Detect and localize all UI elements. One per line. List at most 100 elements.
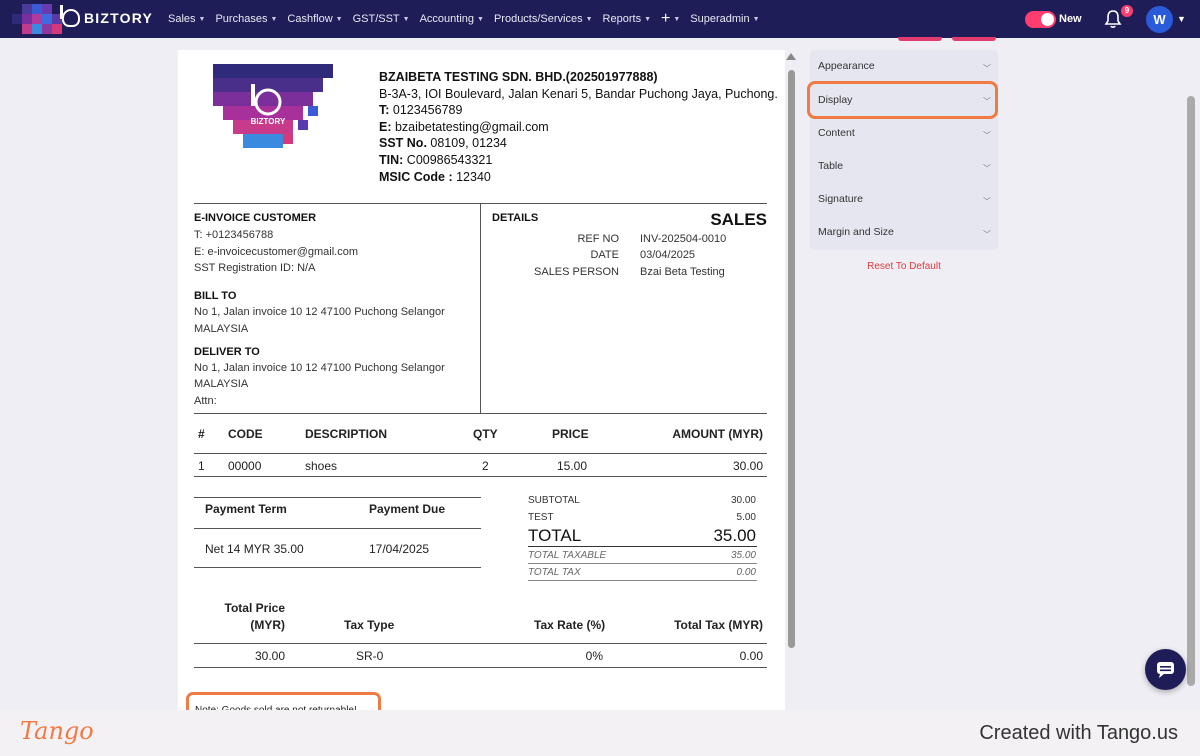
test-label: TEST (528, 512, 554, 523)
new-ui-toggle-label: New (1059, 13, 1082, 25)
chevron-down-icon[interactable]: ▼ (1177, 14, 1186, 24)
menu-purchases[interactable]: Purchases ▼ (215, 13, 277, 25)
divider (480, 203, 481, 413)
menu-reports[interactable]: Reports ▼ (603, 13, 651, 25)
deliver-to-country: MALAYSIA (194, 378, 249, 390)
menu-cashflow[interactable]: Cashflow ▼ (287, 13, 342, 25)
display-section-highlight[interactable] (807, 81, 998, 119)
section-label: Appearance (818, 60, 875, 72)
item-code: 00000 (228, 459, 262, 473)
divider (528, 563, 757, 564)
company-logo: BIZTORY (213, 64, 333, 148)
tax-col-rate: Tax Rate (%) (534, 618, 606, 632)
scroll-up-arrow-icon[interactable] (786, 53, 796, 60)
section-label: Table (818, 160, 844, 172)
email-label: E: (379, 119, 392, 134)
chevron-down-icon: ▼ (270, 15, 278, 23)
invoice-preview: BIZTORY BZAIBETA TESTING SDN. BHD.(20250… (178, 50, 785, 710)
chevron-down-icon: ﹀ (983, 230, 991, 239)
tax-total-price: 30.00 (254, 649, 285, 663)
divider (194, 667, 767, 668)
menu-superadmin[interactable]: Superadmin ▼ (690, 13, 759, 25)
preview-scrollbar[interactable] (788, 70, 795, 648)
tax-col-total: Total Tax (MYR) (674, 618, 763, 632)
menu-label: Sales (168, 13, 196, 25)
payment-due-value: 17/04/2025 (369, 542, 430, 556)
notification-badge: 9 (1121, 5, 1133, 17)
chevron-down-icon: ﹀ (983, 131, 991, 140)
section-label: Display (818, 94, 853, 106)
ref-no-label: REF NO (577, 233, 619, 245)
total-value: 35.00 (713, 526, 756, 545)
chat-button[interactable] (1145, 649, 1186, 690)
avatar[interactable]: W (1146, 6, 1173, 33)
bell-icon[interactable] (1104, 9, 1122, 29)
menu-label: Products/Services (493, 13, 583, 25)
items-col-qty: QTY (473, 427, 498, 441)
msic-label: MSIC Code : (379, 169, 453, 184)
section-label: Signature (818, 193, 863, 205)
total-taxable-label: TOTAL TAXABLE (528, 550, 607, 561)
item-description: shoes (305, 459, 338, 473)
deliver-to-address: No 1, Jalan invoice 10 12 47100 Puchong … (194, 362, 445, 374)
new-ui-toggle[interactable] (1025, 11, 1056, 28)
company-email: E: bzaibetatesting@gmail.com (379, 119, 778, 136)
tango-credit: Created with Tango.us (979, 722, 1178, 744)
menu-label: Cashflow (287, 13, 333, 25)
reset-to-default-link[interactable]: Reset To Default (867, 261, 941, 272)
action-button-2[interactable] (952, 37, 996, 41)
divider (194, 476, 767, 477)
chevron-down-icon: ▼ (335, 15, 343, 23)
item-amount: 30.00 (732, 459, 763, 473)
divider (194, 453, 767, 454)
divider (194, 643, 767, 644)
tin-value: C00986543321 (406, 152, 493, 167)
document-type-title: SALES (710, 210, 767, 229)
items-col-code: CODE (228, 427, 263, 441)
divider (194, 497, 481, 498)
menu-gst-sst[interactable]: GST/SST ▼ (353, 13, 410, 25)
menu-sales[interactable]: Sales ▼ (168, 13, 205, 25)
chevron-down-icon: ﹀ (983, 164, 991, 173)
items-col-number: # (198, 427, 205, 441)
divider (528, 546, 757, 547)
action-button-1[interactable] (898, 37, 942, 41)
payment-term-header: Payment Term (205, 502, 287, 516)
ref-no-value: INV-202504-0010 (640, 233, 727, 245)
menu-quick-add[interactable]: + ▼ (661, 11, 680, 27)
date-label: DATE (590, 249, 619, 261)
chevron-down-icon: ▼ (402, 15, 410, 23)
company-tin: TIN: C00986543321 (379, 152, 778, 169)
item-qty: 2 (482, 459, 489, 473)
page-scrollbar[interactable] (1187, 96, 1195, 686)
sst-value: 08109, 01234 (430, 136, 507, 151)
chevron-down-icon: ▼ (673, 15, 681, 23)
section-label: Margin and Size (818, 226, 894, 238)
tax-type: SR-0 (356, 649, 384, 663)
bill-to-country: MALAYSIA (194, 323, 249, 335)
company-name: BZAIBETA TESTING SDN. BHD.(202501977888) (379, 70, 658, 84)
total-tax-value: 0.00 (736, 567, 756, 578)
customer-heading: E-INVOICE CUSTOMER (194, 212, 317, 224)
menu-label: Superadmin (690, 13, 750, 25)
chevron-down-icon: ▼ (198, 15, 206, 23)
tax-col-total-price-line1: Total Price (224, 601, 285, 615)
item-number: 1 (198, 459, 205, 473)
chevron-down-icon: ▼ (644, 15, 652, 23)
tax-col-total-price: Total Price (MYR) (205, 601, 285, 632)
menu-products-services[interactable]: Products/Services ▼ (494, 13, 593, 25)
chevron-down-icon: ﹀ (983, 64, 991, 73)
customer-sst: SST Registration ID: N/A (194, 262, 316, 274)
menu-label: Reports (602, 13, 642, 25)
total-tax-label: TOTAL TAX (528, 567, 581, 578)
tin-label: TIN: (379, 152, 404, 167)
company-sst: SST No. 08109, 01234 (379, 135, 778, 152)
brand-logo[interactable]: BIZTORY (60, 5, 153, 27)
section-label: Content (818, 127, 855, 139)
menu-accounting[interactable]: Accounting ▼ (420, 13, 484, 25)
divider (528, 580, 757, 581)
chevron-down-icon: ▼ (752, 15, 760, 23)
chevron-down-icon: ▼ (585, 15, 593, 23)
subtotal-label: SUBTOTAL (528, 495, 580, 506)
total-taxable-value: 35.00 (730, 550, 756, 561)
